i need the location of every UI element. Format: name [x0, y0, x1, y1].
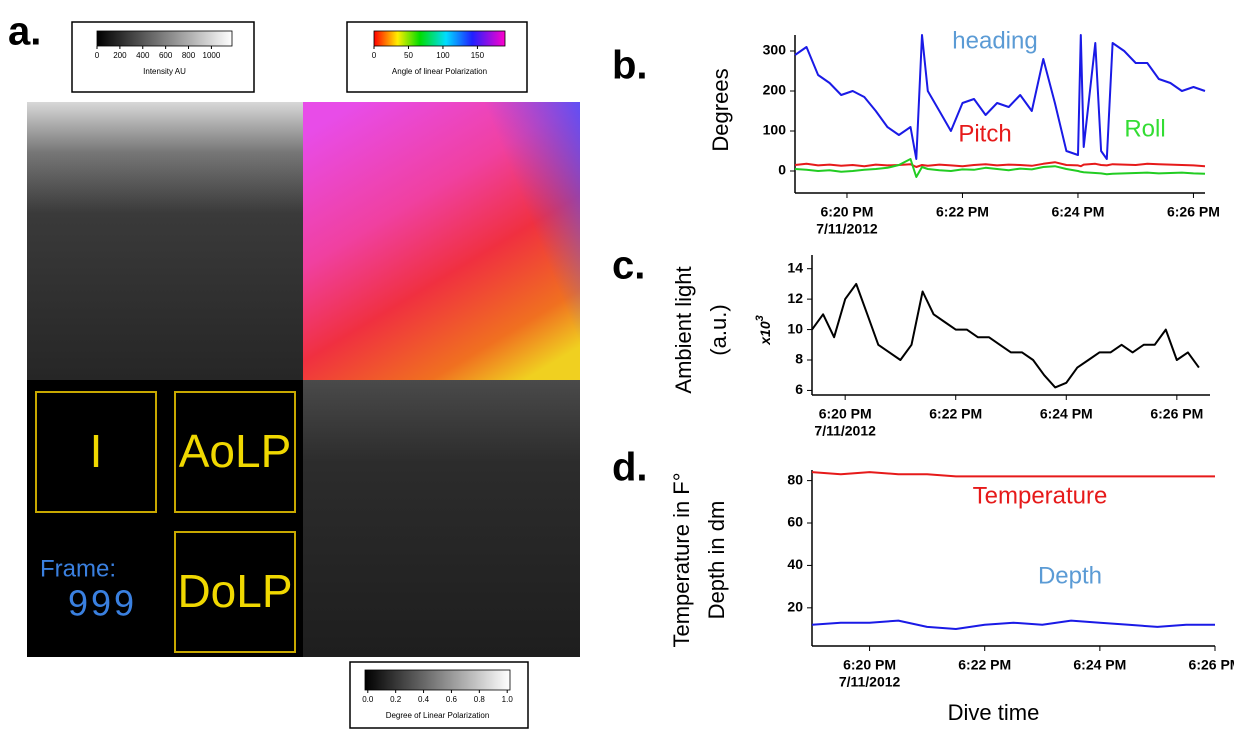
y-tick-label: 80: [787, 471, 803, 487]
colorbar-tick-label: 100: [436, 51, 450, 60]
x-tick-label: 6:24 PM: [1040, 406, 1093, 422]
date-label: 7/11/2012: [814, 423, 876, 439]
colorbar-label: Angle of linear Polarization: [392, 67, 487, 76]
panel-label: a.: [8, 10, 41, 54]
series-line: [794, 161, 1206, 168]
panel-label: d.: [612, 446, 648, 490]
series-label: Roll: [1124, 115, 1165, 142]
series-line: [811, 471, 1215, 478]
x-tick-label: 6:26 PM: [1189, 657, 1234, 673]
colorbar-tick-label: 150: [471, 51, 485, 60]
series-label: Temperature: [973, 482, 1108, 509]
multiplier-exponent: 3: [754, 315, 766, 321]
y-tick-label: 10: [787, 320, 803, 336]
date-label: 7/11/2012: [816, 221, 878, 237]
y-tick-label: 100: [763, 122, 787, 138]
y-tick-label: 8: [795, 351, 803, 367]
colorbar-tick-label: 0.4: [418, 695, 430, 704]
colorbar-tick-label: 0: [372, 51, 377, 60]
y-axis-label: Ambient light: [671, 266, 696, 393]
dolp-image: [303, 380, 580, 657]
tile-label: I: [90, 425, 103, 477]
series-line: [794, 158, 1206, 178]
x-tick-label: 6:20 PM: [843, 657, 896, 673]
tile-box: [35, 391, 157, 513]
colorbar-tick-label: 0.2: [390, 695, 402, 704]
y-tick-label: 6: [795, 381, 803, 397]
colorbar-tick-label: 0: [95, 51, 100, 60]
tile-label: AoLP: [179, 425, 292, 477]
series-line: [811, 282, 1200, 389]
y-tick-label: 40: [787, 556, 803, 572]
x-tick-label: 6:20 PM: [821, 204, 874, 220]
date-label: 7/11/2012: [839, 674, 901, 690]
x-tick-label: 6:26 PM: [1167, 204, 1220, 220]
series-line: [811, 619, 1215, 630]
x-tick-label: 6:22 PM: [936, 204, 989, 220]
x-tick-label: 6:24 PM: [1073, 657, 1126, 673]
y-tick-label: 60: [787, 514, 803, 530]
colorbar-tick-label: 0.6: [446, 695, 458, 704]
panel-label: c.: [612, 244, 645, 288]
y-tick-label: 200: [763, 82, 787, 98]
colorbar-tick-label: 1.0: [502, 695, 514, 704]
colorbar: [364, 669, 511, 691]
x-tick-label: 6:24 PM: [1051, 204, 1104, 220]
series-label: heading: [952, 27, 1037, 54]
colorbar-tick-label: 400: [136, 51, 150, 60]
tile-label: DoLP: [177, 565, 292, 617]
colorbar-tick-label: 200: [113, 51, 127, 60]
y-axis-label: (a.u.): [706, 304, 731, 355]
y-tick-label: 0: [778, 162, 786, 178]
colorbar-label: Intensity AU: [143, 67, 186, 76]
colorbar: [96, 30, 233, 47]
x-tick-label: 6:26 PM: [1150, 406, 1203, 422]
colorbar: [373, 30, 506, 47]
y-tick-label: 12: [787, 290, 803, 306]
y-multiplier: x103: [754, 315, 773, 345]
frame-number: 999: [68, 583, 137, 624]
frame-label: Frame:: [40, 555, 116, 582]
colorbar-tick-label: 600: [159, 51, 173, 60]
x-tick-label: 6:22 PM: [958, 657, 1011, 673]
y-axis-label: Degrees: [708, 68, 733, 151]
intensity-image: [27, 102, 303, 380]
colorbar-tick-label: 1000: [203, 51, 221, 60]
image-mosaic: I AoLP DoLP Frame: 999: [27, 102, 580, 657]
y-tick-label: 20: [787, 599, 803, 615]
panel-label: b.: [612, 44, 648, 88]
multiplier-base: x10: [757, 321, 773, 346]
tile-box: [174, 531, 296, 653]
aolp-image-overlay: [303, 102, 580, 380]
colorbar-tick-label: 50: [404, 51, 413, 60]
y-tick-label: 300: [763, 42, 787, 58]
colorbar-label: Degree of Linear Polarization: [386, 711, 490, 720]
x-tick-label: 6:20 PM: [819, 406, 872, 422]
colorbar-tick-label: 0.0: [362, 695, 374, 704]
y-tick-label: 14: [787, 259, 803, 275]
legend-tile: [27, 380, 303, 657]
series-label: Pitch: [958, 120, 1011, 147]
y-axis-label: Depth in dm: [704, 501, 729, 620]
x-axis-label: Dive time: [948, 700, 1040, 725]
colorbar-tick-label: 0.8: [474, 695, 486, 704]
y-axis-label: Temperature in F°: [669, 472, 694, 647]
series-line: [794, 34, 1206, 160]
tile-box: [174, 391, 296, 513]
series-label: Depth: [1038, 562, 1102, 589]
colorbar-tick-label: 800: [182, 51, 196, 60]
x-tick-label: 6:22 PM: [929, 406, 982, 422]
